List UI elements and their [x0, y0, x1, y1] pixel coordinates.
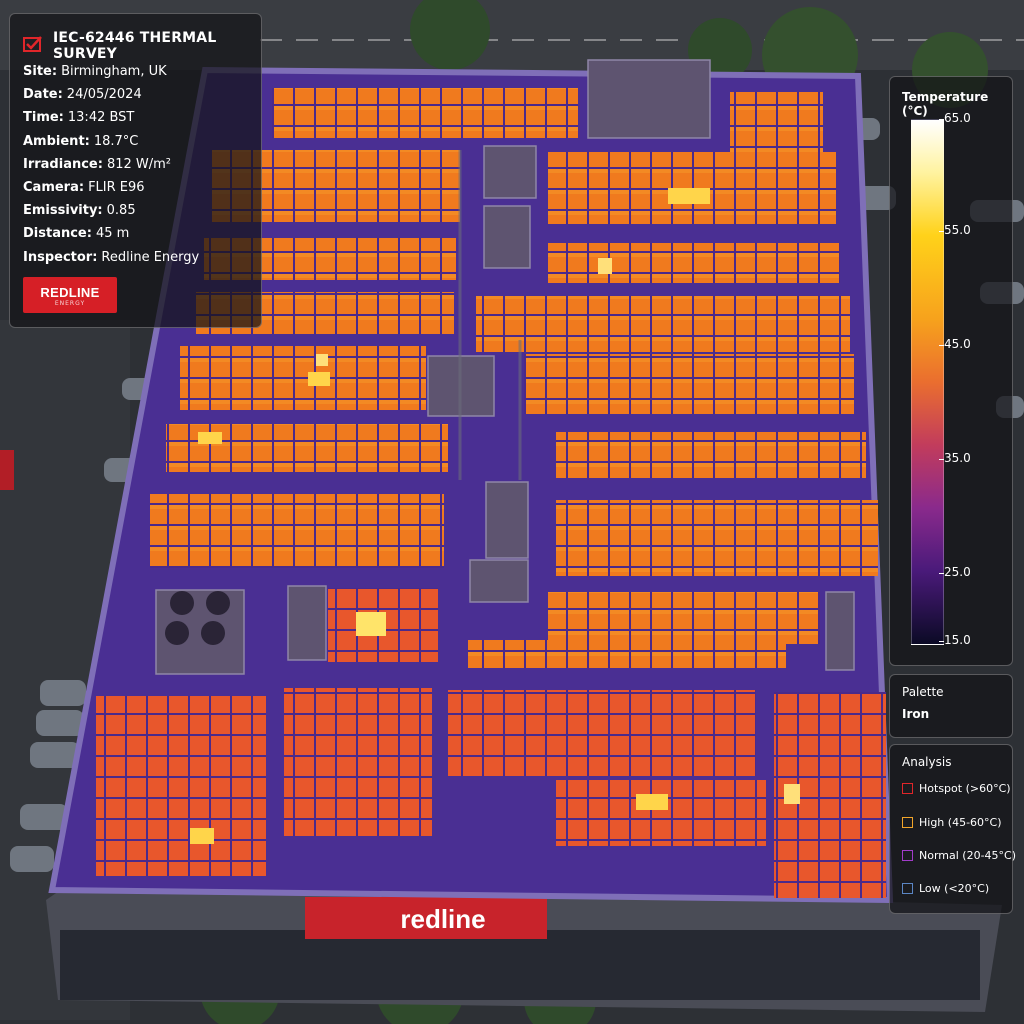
hotspot-markers: [190, 188, 800, 844]
scale-title: Temperature (°C): [902, 90, 989, 118]
survey-info-panel: IEC-62446 THERMAL SURVEY Site: Birmingham…: [9, 13, 262, 328]
palette-label: Palette: [902, 685, 944, 699]
normal-swatch: [902, 850, 913, 861]
analysis-label: Analysis: [902, 755, 952, 769]
field-distance: Distance: 45 m: [23, 226, 130, 242]
scale-tick: 15.0: [939, 633, 971, 647]
legend-item-hotspot: Hotspot (>60°C): [902, 782, 1011, 795]
field-emissivity: Emissivity: 0.85: [23, 203, 136, 219]
scale-tick: 25.0: [939, 565, 971, 579]
scale-tick: 65.0: [939, 111, 971, 125]
palette-value: Iron: [902, 707, 930, 721]
field-camera: Camera: FLIR E96: [23, 179, 145, 195]
scale-tick: 35.0: [939, 451, 971, 465]
field-date: Date: 24/05/2024: [23, 87, 142, 103]
field-irradiance: Irradiance: 812 W/m²: [23, 156, 172, 172]
low-swatch: [902, 883, 913, 894]
iron-color-bar: [911, 119, 944, 645]
legend-item-normal: Normal (20-45°C): [902, 849, 1016, 862]
building-sign-text: redline: [400, 904, 485, 934]
scale-tick: 55.0: [939, 223, 971, 237]
hotspot-swatch: [902, 783, 913, 794]
legend-item-high: High (45-60°C): [902, 816, 1002, 829]
survey-fields: Site: Birmingham, UK Date: 24/05/2024 Time…: [23, 60, 199, 269]
survey-title: IEC-62446 THERMAL SURVEY: [53, 30, 217, 62]
palette-panel: Palette Iron: [889, 674, 1013, 738]
temperature-scale-panel: Temperature (°C) 65.0 55.0 45.0 35.0 25.…: [889, 76, 1013, 666]
redline-logo: REDLINE ENERGY: [23, 277, 117, 313]
field-site: Site: Birmingham, UK: [23, 64, 167, 79]
high-swatch: [902, 817, 913, 828]
scale-tick: 45.0: [939, 337, 971, 351]
legend-item-low: Low (<20°C): [902, 882, 989, 895]
field-inspector: Inspector: Redline Energy: [23, 249, 200, 265]
analysis-legend-panel: Analysis Hotspot (>60°C) High (45-60°C) …: [889, 744, 1016, 914]
field-time: Time: 13:42 BST: [23, 110, 135, 126]
thermal-camera-icon: [23, 35, 43, 57]
field-ambient: Ambient: 18.7°C: [23, 133, 139, 149]
